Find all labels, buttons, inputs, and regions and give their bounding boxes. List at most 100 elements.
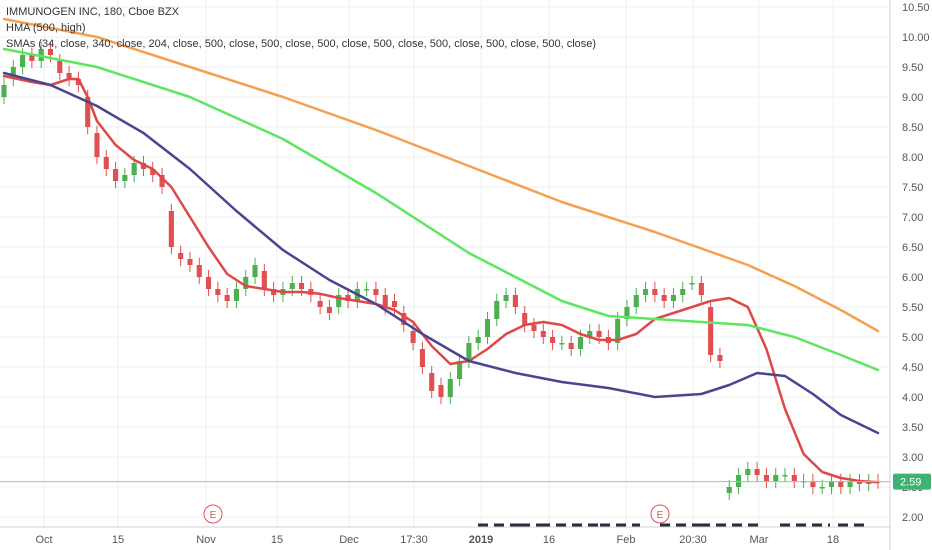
candle-body[interactable] (615, 319, 621, 343)
candle-body[interactable] (596, 331, 602, 337)
candle-body[interactable] (466, 343, 472, 361)
candle-body[interactable] (289, 283, 295, 289)
candle-body[interactable] (326, 307, 332, 313)
candle-body[interactable] (568, 343, 574, 349)
candle-body[interactable] (856, 481, 862, 484)
candle-body[interactable] (66, 73, 72, 79)
candle-body[interactable] (150, 169, 156, 175)
candle-body[interactable] (391, 301, 398, 307)
candle-body[interactable] (178, 253, 184, 259)
candle-body[interactable] (233, 289, 240, 301)
candle-body[interactable] (726, 487, 732, 493)
x-tick-label: 15 (112, 534, 124, 546)
candle-body[interactable] (661, 295, 667, 301)
candle-body[interactable] (763, 475, 769, 481)
earnings-marker-icon[interactable] (203, 504, 223, 524)
candle-body[interactable] (187, 259, 193, 265)
candle-body[interactable] (140, 163, 147, 169)
series-line-1[interactable] (2, 74, 880, 484)
candle-body[interactable] (494, 301, 500, 319)
candle-body[interactable] (577, 337, 584, 349)
candle-body[interactable] (298, 283, 305, 289)
candle-body[interactable] (382, 295, 388, 307)
legend-title[interactable]: IMMUNOGEN INC, 180, Cboe BZX (6, 6, 179, 18)
candle-body[interactable] (57, 61, 63, 73)
candle-body[interactable] (10, 67, 16, 79)
candle-body[interactable] (791, 475, 797, 481)
candle-body[interactable] (429, 373, 435, 391)
candle-body[interactable] (196, 265, 202, 277)
legend-hma[interactable]: HMA (500, high) (6, 22, 86, 34)
candle-body[interactable] (689, 283, 695, 285)
candle-body[interactable] (512, 295, 518, 307)
candle-body[interactable] (782, 475, 788, 477)
candle-body[interactable] (559, 343, 565, 345)
candle-body[interactable] (20, 55, 26, 67)
candle-body[interactable] (373, 289, 379, 295)
candle-body[interactable] (224, 295, 230, 301)
candle-body[interactable] (773, 475, 779, 481)
candle-body[interactable] (252, 265, 258, 277)
candle-body[interactable] (271, 289, 277, 295)
candle-body[interactable] (47, 49, 54, 55)
candle-body[interactable] (550, 337, 556, 343)
candle-body[interactable] (484, 319, 491, 337)
candle-body[interactable] (457, 361, 463, 379)
candle-body[interactable] (838, 481, 844, 487)
y-tick-label: 8.00 (902, 152, 923, 164)
candle-body[interactable] (94, 133, 100, 157)
candle-body[interactable] (29, 55, 35, 61)
candle-body[interactable] (708, 307, 714, 355)
candle-body[interactable] (122, 175, 128, 181)
candle-body[interactable] (438, 385, 444, 397)
candle-body[interactable] (810, 481, 816, 487)
candle-body[interactable] (345, 295, 351, 301)
candle-body[interactable] (503, 295, 509, 301)
earnings-marker-icon[interactable] (650, 504, 670, 524)
candle-body[interactable] (698, 283, 704, 295)
candle-body[interactable] (745, 469, 751, 475)
candle-body[interactable] (131, 163, 137, 175)
legend-smas[interactable]: SMAs (34, close, 340, close, 204, close,… (6, 38, 597, 50)
candle-body[interactable] (754, 469, 760, 475)
candle-body[interactable] (624, 307, 630, 319)
candle-body[interactable] (587, 331, 593, 337)
candle-body[interactable] (243, 277, 249, 289)
candle-body[interactable] (336, 295, 342, 307)
candle-body[interactable] (819, 487, 825, 489)
candle-body[interactable] (717, 355, 723, 361)
candle-body[interactable] (670, 295, 677, 301)
candle-body[interactable] (261, 271, 267, 289)
candle-body[interactable] (410, 331, 416, 343)
candle-body[interactable] (652, 289, 658, 295)
candle-body[interactable] (447, 379, 453, 397)
candle-body[interactable] (847, 481, 853, 487)
series-line-4[interactable] (2, 71, 880, 435)
candle-body[interactable] (317, 301, 323, 307)
candle-body[interactable] (401, 313, 407, 325)
candle-body[interactable] (735, 475, 742, 487)
series-line-3[interactable] (2, 47, 880, 372)
candle-body[interactable] (522, 313, 528, 325)
candle-body[interactable] (113, 169, 119, 181)
candle-body[interactable] (168, 211, 174, 247)
candle-body[interactable] (1, 85, 7, 97)
candle-body[interactable] (680, 289, 686, 295)
candle-body[interactable] (633, 295, 639, 307)
candle-body[interactable] (828, 481, 835, 487)
candle-body[interactable] (205, 277, 212, 289)
candle-body[interactable] (215, 289, 221, 295)
candle-body[interactable] (103, 157, 109, 169)
candle-body[interactable] (531, 325, 537, 331)
candle-body[interactable] (475, 337, 481, 343)
candle-body[interactable] (540, 331, 546, 337)
candle-body[interactable] (364, 289, 370, 291)
candle-body[interactable] (75, 79, 81, 85)
candle-body[interactable] (159, 175, 165, 187)
candle-body[interactable] (642, 289, 649, 295)
series-line-2[interactable] (2, 17, 880, 333)
candle-body[interactable] (85, 97, 91, 127)
candle-body[interactable] (419, 349, 425, 367)
